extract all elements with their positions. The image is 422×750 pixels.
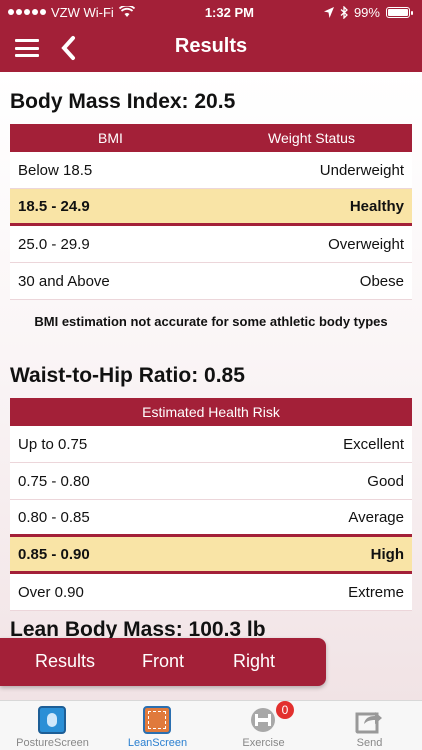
battery-icon xyxy=(385,6,413,18)
tab-posturescreen[interactable]: PostureScreen xyxy=(0,701,105,750)
status-bar: VZW Wi-Fi 1:32 PM 99% xyxy=(0,0,422,24)
tab-bar: PostureScreen LeanScreen 0 Exercise Send xyxy=(0,700,422,750)
view-selector: Results Front Right xyxy=(0,638,326,686)
page-title: Results xyxy=(174,35,248,57)
results-content[interactable]: Body Mass Index: 20.5 BMI Weight Status … xyxy=(0,72,422,700)
table-row: 30 and Above Obese xyxy=(10,263,412,300)
table-row-highlighted: 18.5 - 24.9 Healthy xyxy=(10,189,412,226)
whr-title: Waist-to-Hip Ratio: 0.85 xyxy=(10,364,245,387)
signal-icon xyxy=(8,9,46,15)
lean-mass-title: Lean Body Mass: 100.3 lb xyxy=(10,618,266,641)
tab-exercise[interactable]: 0 Exercise xyxy=(211,701,316,750)
health-risk-column-header: Estimated Health Risk xyxy=(142,404,280,420)
table-row: 0.80 - 0.85 Average xyxy=(10,500,412,537)
tab-leanscreen[interactable]: LeanScreen xyxy=(105,701,210,750)
table-row: Below 18.5 Underweight xyxy=(10,152,412,189)
menu-icon[interactable] xyxy=(15,39,39,57)
wifi-icon xyxy=(118,6,135,17)
front-button[interactable]: Front xyxy=(142,651,185,671)
tab-send[interactable]: Send xyxy=(317,701,422,750)
location-icon xyxy=(323,6,334,18)
bmi-note: BMI estimation not accurate for some ath… xyxy=(34,314,388,329)
table-row: 25.0 - 29.9 Overweight xyxy=(10,226,412,263)
whr-table: Estimated Health Risk Up to 0.75 Excelle… xyxy=(10,398,412,611)
nav-bar: Results xyxy=(0,24,422,72)
table-row: Up to 0.75 Excellent xyxy=(10,426,412,463)
bmi-table: BMI Weight Status Below 18.5 Underweight… xyxy=(10,124,412,300)
whr-table-header: Estimated Health Risk xyxy=(10,398,412,426)
top-bar: VZW Wi-Fi 1:32 PM 99% Results xyxy=(0,0,422,72)
posturescreen-icon xyxy=(38,706,66,734)
notification-badge: 0 xyxy=(276,701,294,719)
table-row: 0.75 - 0.80 Good xyxy=(10,463,412,500)
carrier-label: VZW Wi-Fi xyxy=(51,4,114,20)
table-row: Over 0.90 Extreme xyxy=(10,574,412,611)
share-icon xyxy=(355,712,382,734)
table-row-highlighted: 0.85 - 0.90 High xyxy=(10,537,412,574)
bmi-table-header: BMI Weight Status xyxy=(10,124,412,152)
bmi-title: Body Mass Index: 20.5 xyxy=(10,90,236,113)
bluetooth-icon xyxy=(340,5,348,19)
leanscreen-icon xyxy=(143,706,171,734)
back-icon[interactable] xyxy=(60,35,76,61)
dumbbell-icon xyxy=(249,706,277,734)
clock: 1:32 PM xyxy=(204,4,254,20)
right-button[interactable]: Right xyxy=(233,651,276,671)
weight-status-column-header: Weight Status xyxy=(268,130,355,146)
battery-percent: 99% xyxy=(353,4,380,20)
bmi-column-header: BMI xyxy=(98,130,123,146)
results-button[interactable]: Results xyxy=(35,651,96,671)
